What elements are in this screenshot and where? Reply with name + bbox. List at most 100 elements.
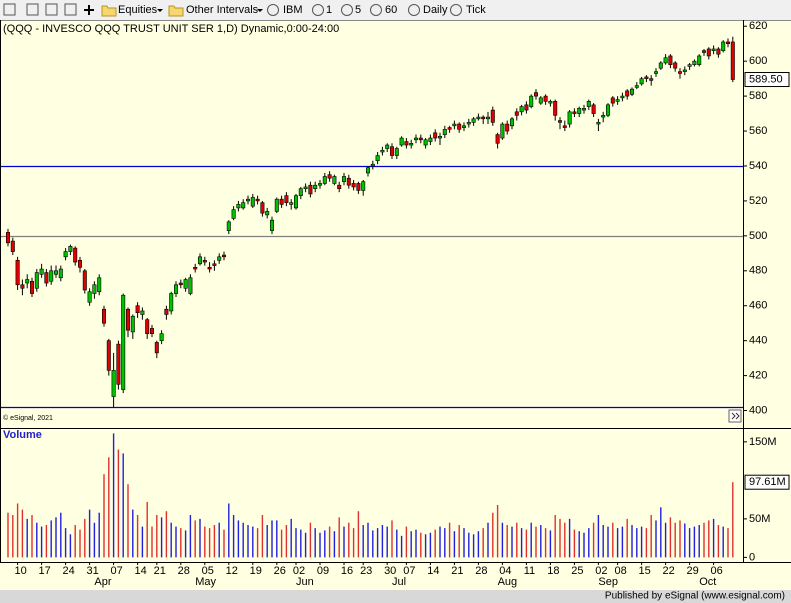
- candle-body: [193, 266, 198, 270]
- volume-bar: [621, 526, 624, 558]
- month-label: Jun: [296, 576, 314, 588]
- x-tick-label: 16: [341, 565, 353, 577]
- volume-bar: [703, 522, 705, 558]
- folder-icon[interactable]: [168, 5, 184, 17]
- toolbar-text[interactable]: Tick: [466, 4, 486, 16]
- candle-body: [706, 48, 711, 57]
- volume-bar: [583, 532, 585, 558]
- candle-body: [317, 183, 322, 186]
- x-tick-label: 28: [475, 565, 487, 577]
- month-label: Jul: [392, 576, 406, 588]
- candle-body: [375, 155, 380, 162]
- candle-body: [308, 184, 313, 195]
- candle-body: [44, 272, 49, 284]
- volume-bar: [285, 525, 288, 558]
- x-tick-label: 09: [317, 565, 329, 577]
- candle-body: [490, 109, 495, 123]
- volume-bar: [684, 523, 686, 558]
- volume-bar: [424, 534, 427, 558]
- volume-bar: [511, 526, 513, 558]
- volume-bar: [160, 517, 163, 558]
- volume-bar: [290, 518, 292, 558]
- candle-body: [538, 97, 543, 104]
- volume-bar: [74, 525, 76, 558]
- candle-body: [34, 272, 39, 289]
- candle-body: [159, 333, 164, 341]
- volume-bar: [520, 528, 523, 558]
- last-price-label: 589.50: [749, 73, 783, 85]
- volume-bar: [568, 518, 571, 558]
- icon[interactable]: [267, 4, 279, 16]
- x-tick-label: 14: [134, 565, 146, 577]
- volume-bar: [631, 525, 633, 558]
- volume-bar: [688, 528, 691, 558]
- volume-bar: [352, 528, 355, 558]
- icon[interactable]: [370, 4, 382, 16]
- volume-bar: [636, 528, 638, 558]
- candle-body: [188, 277, 193, 294]
- volume-bar: [132, 509, 134, 558]
- candle-body: [380, 149, 385, 153]
- candle-body: [629, 88, 634, 95]
- volume-bar: [103, 474, 105, 558]
- volume-bar: [276, 520, 278, 558]
- icon[interactable]: [450, 4, 462, 16]
- volume-bar: [247, 525, 249, 558]
- candle-body: [58, 268, 63, 279]
- x-tick-label: 21: [154, 565, 166, 577]
- candle-body: [639, 78, 644, 85]
- volume-bar: [693, 526, 696, 558]
- candle-body: [721, 41, 726, 51]
- volume-bar: [93, 522, 96, 558]
- candle-body: [116, 343, 121, 385]
- volume-bar: [732, 482, 734, 558]
- volume-bar: [338, 517, 340, 558]
- volume-bar: [391, 520, 393, 558]
- volume-bar: [228, 503, 230, 558]
- volume-bar: [679, 520, 681, 558]
- month-label: Sep: [598, 576, 618, 588]
- candle-body: [63, 251, 68, 258]
- candle-body: [164, 308, 169, 315]
- candle-body: [471, 118, 476, 123]
- icon[interactable]: [341, 4, 353, 16]
- toolbar-text[interactable]: IBM: [283, 4, 303, 16]
- volume-bar: [717, 525, 720, 558]
- candle-body: [457, 123, 462, 130]
- toolbar-text[interactable]: Daily: [423, 4, 448, 16]
- volume-bar: [256, 528, 259, 558]
- toolbar-text[interactable]: 60: [385, 4, 397, 16]
- marks: [1, 36, 743, 558]
- x-tick-label: 17: [38, 565, 50, 577]
- volume-bar: [309, 522, 312, 558]
- candle-body: [6, 232, 11, 244]
- folder-icon[interactable]: [101, 5, 117, 17]
- icon[interactable]: [312, 4, 324, 16]
- candle-body: [92, 284, 97, 294]
- toolbar-text[interactable]: Other Intervals: [186, 4, 259, 16]
- x-tick-label: 02: [293, 565, 305, 577]
- volume-bar: [156, 515, 158, 558]
- toolbar-text[interactable]: Equities: [118, 4, 158, 16]
- icon: [26, 3, 39, 16]
- volume-bar: [472, 534, 475, 558]
- candle-body: [557, 120, 562, 123]
- toolbar-text[interactable]: 5: [355, 4, 361, 16]
- volume-bar: [55, 517, 57, 558]
- volume-bar: [626, 518, 628, 558]
- candle-body: [106, 340, 111, 371]
- volume-bar: [381, 525, 384, 558]
- toolbar-text[interactable]: 1: [326, 4, 332, 16]
- icon[interactable]: [408, 4, 420, 16]
- candle-body: [82, 270, 87, 291]
- candle-body: [649, 78, 654, 81]
- month-label: Oct: [699, 576, 716, 588]
- candle-body: [87, 291, 92, 303]
- candle-body: [49, 270, 54, 282]
- candle-body: [461, 125, 466, 128]
- volume-bar: [127, 484, 129, 558]
- volume-bar: [727, 528, 729, 558]
- volume-bar: [544, 528, 547, 558]
- volume-bar: [592, 522, 595, 558]
- icon: [84, 5, 94, 15]
